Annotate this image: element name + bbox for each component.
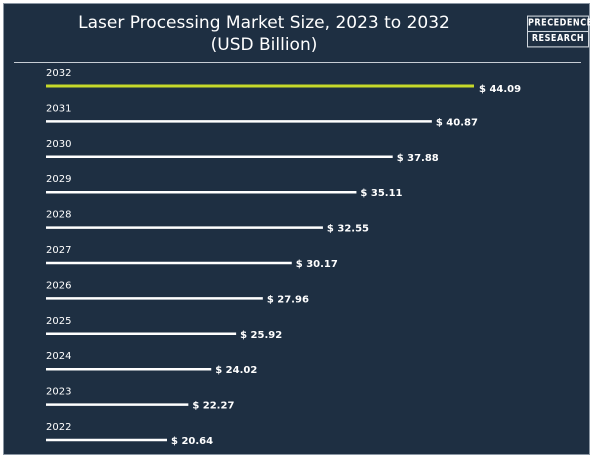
title-text: Laser Processing Market Size, 2023 to 20…	[78, 13, 450, 33]
year-label: 2026	[46, 280, 71, 291]
year-label: 2024	[46, 351, 71, 362]
year-label: 2028	[46, 210, 71, 221]
year-label: 2029	[46, 174, 71, 185]
value-label: $ 32.55	[327, 224, 369, 235]
value-label: $ 25.92	[240, 330, 282, 341]
value-label: $ 27.96	[267, 294, 309, 305]
chart-frame: Laser Processing Market Size, 2023 to 20…	[3, 3, 593, 455]
value-label: $ 24.02	[215, 365, 257, 376]
year-label: 2032	[46, 68, 71, 79]
subtitle-text: (USD Billion)	[210, 35, 318, 55]
precedence-research-logo: PRECEDENCE RESEARCH	[527, 15, 593, 48]
value-label: $ 37.88	[397, 153, 439, 164]
logo-line2: RESEARCH	[528, 30, 588, 46]
value-label: $ 35.11	[360, 188, 402, 199]
year-label: 2023	[46, 387, 71, 398]
chart-title: Laser Processing Market Size, 2023 to 20…	[44, 12, 484, 56]
value-label: $ 44.09	[479, 84, 521, 95]
value-label: $ 40.87	[436, 117, 478, 128]
value-label: $ 30.17	[296, 259, 338, 270]
year-label: 2030	[46, 139, 71, 150]
year-label: 2022	[46, 422, 71, 433]
year-label: 2031	[46, 103, 71, 114]
year-label: 2025	[46, 316, 71, 327]
value-label: $ 20.64	[171, 436, 213, 447]
title-divider	[14, 62, 581, 63]
year-label: 2027	[46, 245, 71, 256]
value-label: $ 22.27	[192, 401, 234, 412]
logo-line1: PRECEDENCE	[528, 17, 593, 29]
